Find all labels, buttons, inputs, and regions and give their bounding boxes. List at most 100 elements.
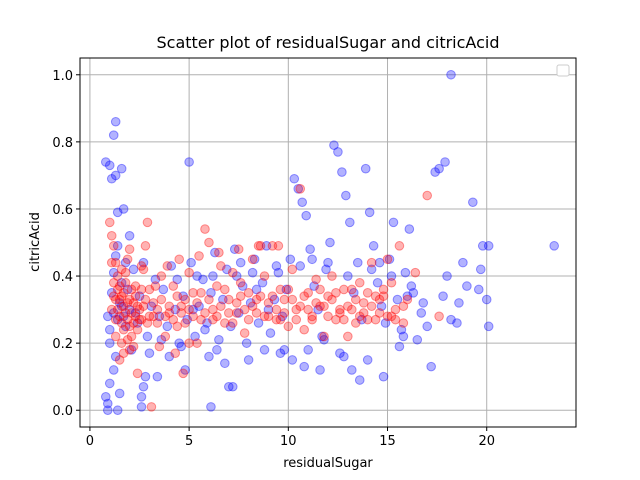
x-tick-label: 0 bbox=[86, 434, 94, 449]
scatter-point-series-2 bbox=[283, 284, 294, 295]
scatter-point-series-2 bbox=[358, 298, 369, 308]
scatter-point-series-1 bbox=[339, 351, 349, 362]
scatter-point-series-1 bbox=[174, 338, 184, 348]
scatter-point-series-2 bbox=[184, 338, 194, 348]
scatter-point-series-2 bbox=[122, 254, 133, 265]
scatter-point-series-2 bbox=[259, 271, 270, 281]
scatter-point-series-1 bbox=[227, 381, 238, 392]
scatter-point-series-2 bbox=[275, 314, 286, 325]
scatter-point-series-2 bbox=[208, 304, 218, 315]
scatter-point-series-2 bbox=[247, 301, 258, 312]
scatter-point-series-2 bbox=[303, 288, 313, 298]
scatter-point-series-1 bbox=[473, 284, 484, 295]
scatter-point-series-2 bbox=[299, 324, 309, 335]
x-tick-label: 10 bbox=[280, 434, 297, 449]
scatter-point-series-1 bbox=[104, 338, 115, 348]
scatter-point-series-1 bbox=[337, 167, 347, 177]
scatter-point-series-1 bbox=[118, 204, 129, 214]
scatter-point-series-1 bbox=[468, 197, 478, 208]
scatter-point-series-2 bbox=[434, 311, 444, 322]
scatter-point-series-2 bbox=[255, 291, 266, 301]
scatter-point-series-2 bbox=[128, 318, 139, 328]
scatter-point-series-2 bbox=[112, 304, 123, 315]
scatter-point-series-1 bbox=[114, 388, 125, 399]
y-tick-label: 0.4 bbox=[52, 270, 73, 285]
scatter-point-series-2 bbox=[216, 261, 226, 271]
scatter-point-series-2 bbox=[362, 288, 373, 298]
scatter-point-series-2 bbox=[114, 294, 125, 305]
scatter-point-series-1 bbox=[549, 241, 559, 251]
scatter-point-series-2 bbox=[216, 301, 226, 312]
scatter-point-series-2 bbox=[194, 251, 204, 261]
scatter-point-series-1 bbox=[265, 328, 276, 338]
scatter-point-series-1 bbox=[124, 304, 135, 315]
scatter-point-series-1 bbox=[384, 254, 395, 265]
scatter-point-series-2 bbox=[150, 281, 161, 291]
scatter-point-series-2 bbox=[243, 314, 254, 325]
scatter-point-series-1 bbox=[285, 254, 296, 265]
scatter-point-series-1 bbox=[104, 378, 115, 389]
scatter-point-series-1 bbox=[301, 210, 311, 221]
scatter-point-series-1 bbox=[158, 284, 169, 295]
scatter-point-series-1 bbox=[194, 301, 204, 312]
scatter-point-series-2 bbox=[354, 277, 365, 288]
scatter-point-series-2 bbox=[176, 301, 186, 312]
scatter-point-series-1 bbox=[360, 163, 371, 174]
scatter-point-series-2 bbox=[253, 241, 264, 251]
scatter-point-series-1 bbox=[136, 392, 147, 402]
scatter-point-series-1 bbox=[134, 291, 145, 301]
scatter-point-series-1 bbox=[416, 308, 427, 318]
scatter-point-series-1 bbox=[108, 130, 119, 140]
scatter-point-series-1 bbox=[172, 274, 183, 285]
scatter-point-series-2 bbox=[347, 284, 357, 295]
scatter-point-series-1 bbox=[176, 341, 186, 352]
x-tick-label: 15 bbox=[379, 434, 396, 449]
scatter-point-series-1 bbox=[319, 334, 329, 345]
scatter-point-series-1 bbox=[210, 247, 220, 258]
scatter-point-series-2 bbox=[142, 217, 153, 228]
scatter-point-series-2 bbox=[307, 314, 317, 325]
scatter-point-series-2 bbox=[390, 314, 401, 325]
scatter-point-series-2 bbox=[370, 291, 381, 301]
scatter-point-series-2 bbox=[120, 277, 131, 288]
scatter-point-series-2 bbox=[134, 304, 145, 315]
y-axis-label: citricAcid bbox=[28, 212, 43, 272]
scatter-point-series-2 bbox=[319, 301, 329, 312]
scatter-point-series-2 bbox=[204, 294, 214, 305]
scatter-point-series-2 bbox=[224, 294, 234, 305]
scatter-point-series-1 bbox=[440, 157, 450, 167]
y-tick-label: 1.0 bbox=[52, 69, 73, 84]
scatter-point-series-2 bbox=[148, 298, 159, 308]
scatter-point-series-1 bbox=[120, 321, 131, 332]
scatter-point-series-2 bbox=[231, 308, 242, 318]
scatter-point-series-1 bbox=[104, 160, 115, 171]
scatter-point-series-1 bbox=[110, 251, 121, 261]
scatter-point-series-1 bbox=[132, 318, 143, 328]
scatter-point-series-2 bbox=[156, 271, 167, 281]
scatter-point-series-2 bbox=[299, 291, 309, 301]
scatter-point-series-1 bbox=[104, 324, 115, 335]
scatter-point-series-2 bbox=[160, 331, 171, 342]
scatter-point-series-2 bbox=[295, 184, 306, 194]
scatter-point-series-1 bbox=[295, 261, 306, 271]
axis-ticks: 0 5 10 15 20 0.0 0.2 0.4 0.6 0.8 1.0 bbox=[52, 69, 495, 449]
scatter-point-series-2 bbox=[110, 314, 121, 325]
scatter-point-series-2 bbox=[138, 301, 149, 312]
scatter-point-series-1 bbox=[114, 298, 125, 308]
scatter-point-series-2 bbox=[112, 284, 123, 295]
x-tick-label: 20 bbox=[478, 434, 495, 449]
scatter-point-series-2 bbox=[370, 314, 381, 325]
scatter-point-series-1 bbox=[142, 331, 153, 342]
scatter-point-series-1 bbox=[116, 163, 127, 174]
scatter-point-series-2 bbox=[275, 284, 286, 295]
scatter-point-series-2 bbox=[130, 281, 141, 291]
scatter-point-series-1 bbox=[323, 257, 333, 268]
scatter-point-series-2 bbox=[116, 264, 127, 275]
scatter-point-series-1 bbox=[277, 311, 288, 322]
scatter-point-series-2 bbox=[227, 318, 238, 328]
scatter-point-series-1 bbox=[235, 257, 246, 268]
scatter-point-series-1 bbox=[348, 288, 359, 298]
scatter-point-series-2 bbox=[263, 311, 274, 322]
scatter-point-series-2 bbox=[410, 267, 421, 278]
